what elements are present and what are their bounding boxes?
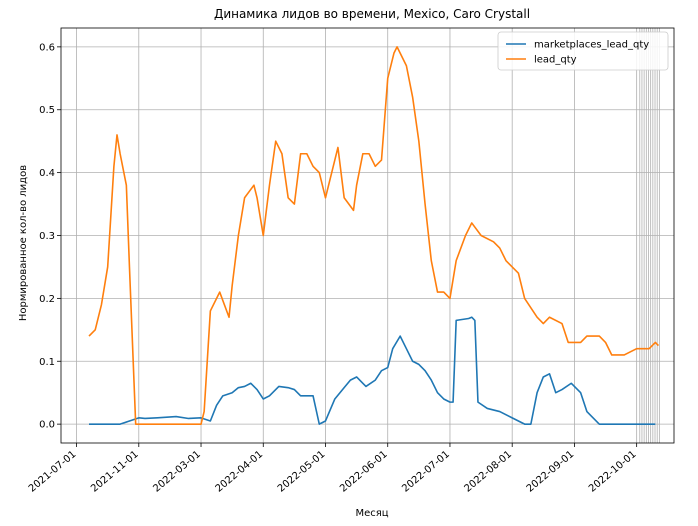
y-tick-label: 0.2 bbox=[39, 294, 55, 305]
y-tick-label: 0.0 bbox=[39, 420, 55, 431]
y-tick-label: 0.1 bbox=[39, 357, 55, 368]
y-tick-label: 0.3 bbox=[39, 231, 55, 242]
chart-title: Динамика лидов во времени, Mexico, Caro … bbox=[214, 7, 530, 21]
legend: marketplaces_lead_qty lead_qty bbox=[497, 31, 669, 71]
legend-label-marketplaces_lead_qty: marketplaces_lead_qty bbox=[534, 40, 649, 51]
y-tick-label: 0.5 bbox=[39, 105, 55, 116]
y-axis-label: Нормированное кол-во лидов bbox=[18, 165, 29, 321]
y-tick-label: 0.6 bbox=[39, 42, 55, 53]
series-line-marketplaces_lead_qty bbox=[89, 316, 656, 425]
x-axis-label: Месяц bbox=[355, 508, 388, 519]
legend-label-lead_qty: lead_qty bbox=[534, 55, 577, 66]
legend-box bbox=[497, 31, 669, 71]
series-line-lead_qty bbox=[88, 46, 660, 425]
y-tick-label: 0.4 bbox=[39, 168, 55, 179]
